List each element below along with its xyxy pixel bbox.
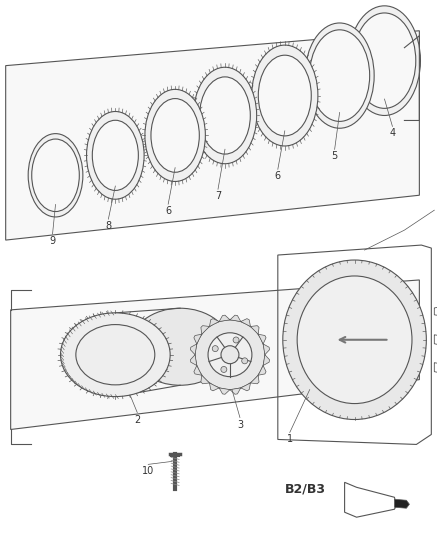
Ellipse shape xyxy=(258,55,311,136)
Ellipse shape xyxy=(283,260,426,419)
Polygon shape xyxy=(251,326,259,334)
Ellipse shape xyxy=(349,6,420,116)
Polygon shape xyxy=(209,319,219,327)
Text: B2/B3: B2/B3 xyxy=(285,482,326,495)
Ellipse shape xyxy=(200,77,250,154)
Text: 9: 9 xyxy=(49,236,56,246)
Ellipse shape xyxy=(297,276,412,403)
Polygon shape xyxy=(191,344,197,355)
Polygon shape xyxy=(263,355,269,366)
Circle shape xyxy=(221,367,227,373)
Ellipse shape xyxy=(130,308,230,385)
Text: 6: 6 xyxy=(165,206,171,216)
Polygon shape xyxy=(241,319,251,327)
Circle shape xyxy=(242,358,248,364)
Polygon shape xyxy=(201,326,209,334)
Ellipse shape xyxy=(28,134,83,217)
Circle shape xyxy=(208,333,252,377)
Polygon shape xyxy=(219,315,230,321)
Ellipse shape xyxy=(60,313,170,397)
Circle shape xyxy=(233,337,239,343)
Ellipse shape xyxy=(92,120,138,190)
Text: 8: 8 xyxy=(105,221,111,231)
Polygon shape xyxy=(209,383,219,391)
Ellipse shape xyxy=(76,325,155,385)
Polygon shape xyxy=(219,388,230,394)
Ellipse shape xyxy=(305,23,374,128)
Text: 3: 3 xyxy=(237,419,243,430)
Text: 5: 5 xyxy=(332,151,338,161)
Polygon shape xyxy=(11,280,419,430)
Text: 6: 6 xyxy=(275,171,281,181)
Ellipse shape xyxy=(151,99,199,172)
Ellipse shape xyxy=(353,13,416,108)
Ellipse shape xyxy=(32,139,79,212)
Polygon shape xyxy=(201,375,209,384)
Ellipse shape xyxy=(310,30,370,122)
Ellipse shape xyxy=(252,45,318,146)
Polygon shape xyxy=(6,31,419,240)
Polygon shape xyxy=(241,383,251,391)
Circle shape xyxy=(195,320,265,390)
Text: 4: 4 xyxy=(389,128,396,139)
Polygon shape xyxy=(395,499,410,508)
Polygon shape xyxy=(251,375,259,384)
Ellipse shape xyxy=(193,67,257,164)
Text: 2: 2 xyxy=(134,415,141,424)
Polygon shape xyxy=(194,366,202,375)
Polygon shape xyxy=(258,334,266,344)
Ellipse shape xyxy=(87,111,144,199)
Polygon shape xyxy=(263,344,269,355)
Text: 7: 7 xyxy=(215,191,221,201)
Polygon shape xyxy=(191,355,197,366)
Polygon shape xyxy=(194,334,202,344)
Ellipse shape xyxy=(145,90,205,181)
Circle shape xyxy=(212,345,218,352)
Polygon shape xyxy=(230,388,241,394)
Text: 10: 10 xyxy=(142,466,154,477)
Polygon shape xyxy=(258,366,266,375)
Text: 1: 1 xyxy=(287,434,293,445)
Circle shape xyxy=(221,346,239,364)
Polygon shape xyxy=(230,315,241,321)
